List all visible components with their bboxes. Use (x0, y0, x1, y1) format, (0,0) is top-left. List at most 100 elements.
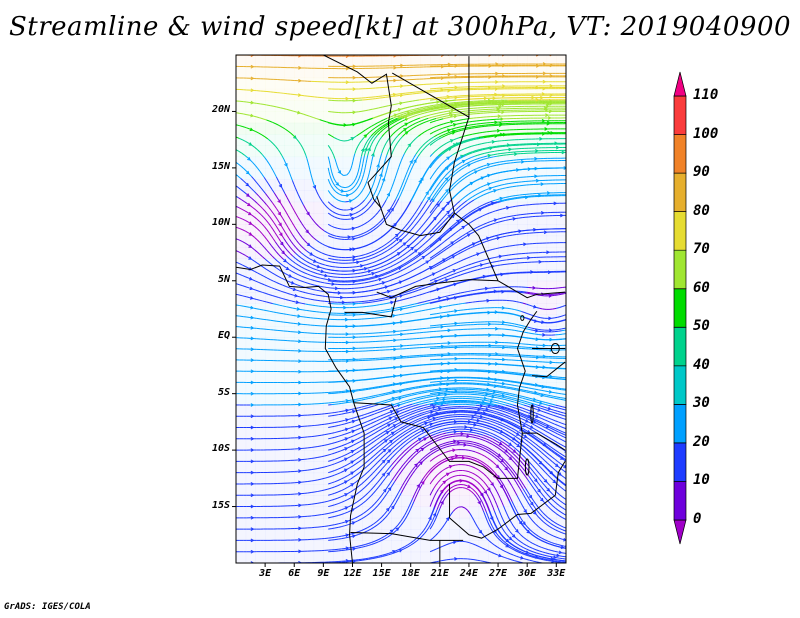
streamline-segment (485, 417, 490, 420)
field-cell (255, 393, 266, 406)
streamline-segment (391, 476, 395, 481)
streamline-segment (504, 442, 508, 446)
streamline-arrow (344, 480, 348, 484)
streamline-segment (344, 487, 348, 490)
field-cell (265, 427, 276, 440)
streamline-segment (486, 476, 490, 480)
field-cell (527, 303, 538, 316)
field-cell (303, 483, 315, 496)
field-cell (468, 427, 480, 440)
streamline-segment (394, 435, 399, 439)
streamline-segment (551, 541, 555, 545)
field-cell (430, 450, 441, 462)
streamline-segment (356, 432, 361, 435)
streamline-segment (375, 427, 380, 430)
streamline-segment (443, 417, 448, 419)
field-cell (342, 111, 353, 124)
streamline-segment (489, 428, 493, 431)
field-cell (478, 382, 489, 395)
streamline-segment (436, 429, 441, 432)
field-cell (342, 325, 353, 338)
streamline-segment (504, 487, 508, 492)
field-cell (362, 134, 373, 146)
streamline-segment (532, 560, 537, 563)
streamline-segment (541, 482, 546, 486)
streamline-segment (427, 454, 431, 458)
streamline-segment (364, 454, 368, 458)
field-cell (391, 145, 402, 158)
streamline-arrow (505, 543, 509, 548)
streamline-segment (417, 441, 421, 445)
field-cell (284, 134, 295, 146)
streamline-segment (433, 561, 437, 563)
streamline-segment (547, 462, 551, 467)
field-cell (459, 551, 470, 563)
streamline-segment (443, 486, 448, 490)
streamline-segment (419, 484, 423, 489)
field-cell (284, 359, 295, 372)
field-cell (265, 529, 276, 541)
streamline-segment (493, 497, 496, 501)
streamline-segment (376, 497, 380, 502)
streamline-segment (472, 429, 477, 432)
streamline-segment (482, 464, 487, 468)
field-cell (236, 325, 247, 338)
streamline-segment (495, 415, 499, 418)
streamline-segment (436, 403, 441, 406)
field-cell (303, 303, 315, 316)
streamline-segment (495, 477, 499, 481)
streamline-segment (442, 419, 446, 422)
streamline-segment (572, 489, 575, 491)
streamline-segment (334, 526, 339, 529)
streamline-segment (498, 530, 502, 535)
streamline-segment (566, 485, 569, 487)
streamline-segment (502, 484, 506, 489)
streamline-segment (507, 445, 511, 449)
streamline-segment (527, 526, 531, 531)
field-cell (323, 179, 334, 191)
field-cell (274, 190, 286, 203)
streamline-segment (346, 478, 351, 482)
streamline-segment (398, 439, 403, 443)
streamline-segment (570, 529, 573, 530)
field-cell (430, 303, 441, 316)
streamline-arrow (432, 513, 437, 517)
streamline-segment (491, 493, 495, 498)
field-cell (430, 280, 441, 293)
streamline-segment (521, 418, 526, 421)
streamline-segment (468, 465, 473, 468)
field-cell (507, 506, 518, 519)
field-cell (488, 134, 499, 146)
field-cell (245, 461, 256, 474)
streamline-segment (471, 456, 475, 459)
field-cell (507, 122, 518, 135)
streamline-segment (508, 500, 512, 505)
streamline-segment (432, 422, 436, 425)
streamline-segment (412, 469, 416, 474)
field-cell (313, 359, 324, 372)
streamline-segment (527, 433, 532, 437)
streamline-segment (369, 473, 373, 477)
streamline-segment (523, 557, 527, 560)
streamline-segment (347, 451, 351, 455)
streamline-arrow (440, 489, 444, 494)
field-cell (556, 235, 566, 248)
streamline-segment (406, 411, 411, 415)
streamline-segment (535, 549, 540, 552)
field-cell (333, 337, 344, 350)
streamline-segment (347, 441, 352, 444)
streamline-segment (429, 395, 434, 398)
field-cell (381, 246, 392, 259)
streamline-segment (445, 436, 450, 439)
streamline-segment (491, 516, 495, 521)
field-cell (313, 325, 324, 338)
streamline-segment (532, 470, 536, 475)
streamline-segment (475, 411, 479, 413)
streamline-segment (570, 421, 573, 422)
streamline-arrow (250, 527, 254, 531)
field-cell (478, 540, 489, 553)
streamline-segment (571, 548, 574, 549)
field-cell (294, 438, 305, 451)
streamline-segment (494, 404, 499, 406)
streamline-segment (554, 495, 558, 499)
